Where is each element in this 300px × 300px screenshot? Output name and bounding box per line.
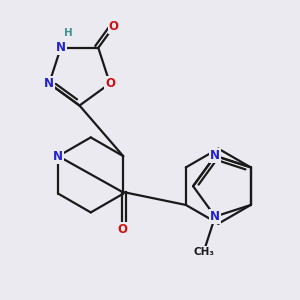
Text: O: O — [109, 20, 119, 33]
Text: N: N — [210, 149, 220, 162]
Text: N: N — [210, 210, 220, 223]
Text: O: O — [117, 223, 127, 236]
Text: N: N — [44, 77, 54, 90]
Text: H: H — [64, 28, 73, 38]
Text: N: N — [56, 41, 66, 54]
Text: O: O — [105, 77, 115, 90]
Text: N: N — [53, 150, 63, 163]
Text: CH₃: CH₃ — [193, 247, 214, 257]
